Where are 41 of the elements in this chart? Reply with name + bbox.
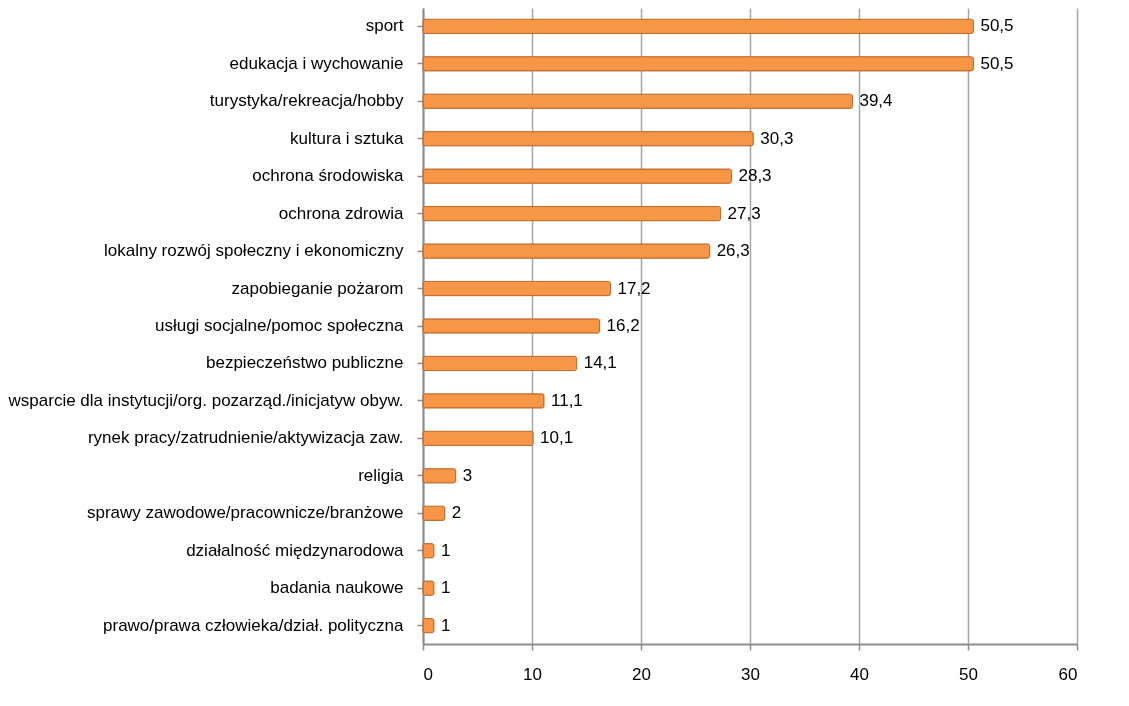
y-tick-label: edukacja i wychowanie bbox=[229, 53, 404, 73]
data-label: 1 bbox=[440, 615, 451, 635]
y-tick-label: usługi socjalne/pomoc społeczna bbox=[154, 316, 405, 335]
x-tick-label: 40 bbox=[850, 664, 869, 684]
y-tick-label: turystyka/rekreacja/hobby bbox=[209, 91, 404, 111]
y-tick-label: ochrona środowiska bbox=[252, 166, 405, 186]
data-label: 50,5 bbox=[980, 53, 1014, 73]
data-label: 27,3 bbox=[727, 203, 761, 223]
data-label: 30,3 bbox=[760, 128, 794, 148]
x-tick-label: 0 bbox=[423, 664, 433, 684]
data-label: 50,5 bbox=[980, 16, 1014, 36]
y-tick-label: ochrona zdrowia bbox=[278, 203, 405, 223]
y-tick-label: religia bbox=[358, 465, 405, 485]
y-tick-label: zapobieganie pożarom bbox=[231, 278, 404, 298]
data-label: 17,2 bbox=[617, 278, 651, 298]
data-label: 39,4 bbox=[859, 91, 893, 111]
data-label: 3 bbox=[462, 465, 473, 485]
y-tick-label: sport bbox=[365, 16, 404, 36]
x-tick-label: 20 bbox=[632, 664, 651, 684]
data-label: 10,1 bbox=[540, 428, 574, 448]
data-label: 1 bbox=[440, 540, 451, 560]
data-label: 11,1 bbox=[550, 390, 583, 410]
y-tick-label: sprawy zawodowe/pracownicze/branżowe bbox=[86, 503, 404, 523]
x-tick-label: 10 bbox=[523, 664, 542, 684]
y-tick-label: wsparcie dla instytucji/org. pozarząd./inicjatyw obyw. bbox=[7, 390, 404, 410]
data-label: 2 bbox=[451, 503, 462, 523]
data-label: 26,3 bbox=[716, 241, 750, 261]
data-label: 14,1 bbox=[583, 353, 617, 373]
data-label: 28,3 bbox=[738, 166, 772, 186]
y-tick-label: badania naukowe bbox=[270, 578, 404, 598]
y-tick-label: rynek pracy/zatrudnienie/aktywizacja zaw. bbox=[87, 428, 404, 448]
data-label: 16,2 bbox=[606, 316, 640, 335]
data-label: 1 bbox=[440, 578, 451, 598]
y-tick-label: bezpieczeństwo publiczne bbox=[205, 353, 404, 373]
y-tick-label: kultura i sztuka bbox=[290, 128, 405, 148]
y-tick-label: prawo/prawa człowieka/dział. polityczna bbox=[103, 615, 405, 635]
x-tick-label: 60 bbox=[1058, 664, 1078, 684]
y-tick-label: działalność międzynarodowa bbox=[186, 540, 405, 560]
x-tick-label: 50 bbox=[959, 664, 978, 684]
x-tick-label: 30 bbox=[741, 664, 760, 684]
y-tick-label: lokalny rozwój społeczny i ekonomiczny bbox=[103, 241, 404, 261]
